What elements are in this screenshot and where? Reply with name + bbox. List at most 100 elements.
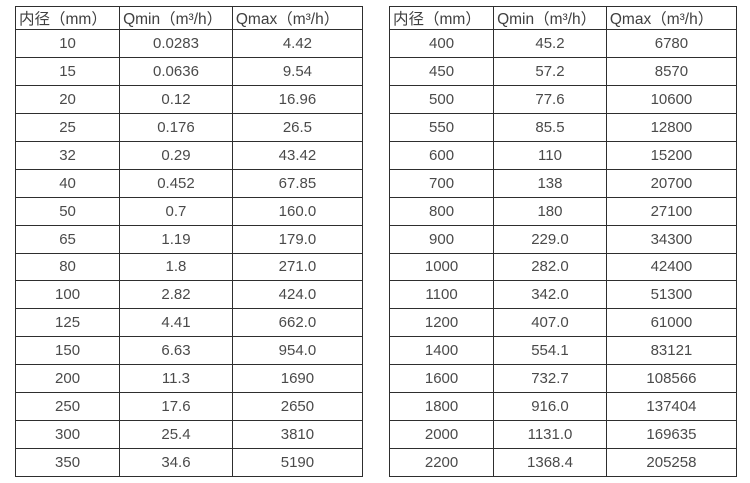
cell-qmin: 1368.4	[493, 448, 607, 477]
table-row: 300 25.4 3810	[14, 420, 364, 450]
column-header-diameter: 内径（mm）	[14, 6, 121, 30]
cell-qmin: 1.19	[119, 224, 233, 254]
cell-qmin: 77.6	[493, 84, 607, 114]
cell-diameter: 25	[14, 112, 121, 142]
cell-diameter: 20	[14, 84, 121, 114]
cell-diameter: 15	[14, 56, 121, 86]
column-header-qmin: Qmin（m³/h）	[119, 6, 233, 30]
cell-qmin: 11.3	[119, 364, 233, 394]
cell-qmax: 662.0	[231, 308, 364, 338]
cell-qmin: 180	[493, 196, 607, 226]
column-header-qmin: Qmin（m³/h）	[493, 6, 607, 30]
cell-diameter: 80	[14, 252, 121, 282]
cell-qmax: 954.0	[231, 336, 364, 366]
table-row: 500 77.6 10600	[388, 84, 738, 114]
table-row: 400 45.2 6780	[388, 29, 738, 58]
cell-qmax: 271.0	[231, 252, 364, 282]
cell-diameter: 125	[14, 308, 121, 338]
cell-diameter: 500	[388, 84, 495, 114]
table-body: 400 45.2 6780 450 57.2 8570 500 77.6 10600 550 85.…	[388, 29, 738, 477]
cell-qmax: 1690	[231, 364, 364, 394]
cell-qmax: 9.54	[231, 56, 364, 86]
table-row: 700 138 20700	[388, 168, 738, 198]
cell-qmax: 83121	[605, 336, 738, 366]
cell-qmax: 27100	[605, 196, 738, 226]
cell-qmax: 179.0	[231, 224, 364, 254]
cell-qmax: 43.42	[231, 140, 364, 170]
cell-qmax: 16.96	[231, 84, 364, 114]
column-header-qmax: Qmax（m³/h）	[231, 6, 364, 30]
cell-qmax: 169635	[605, 420, 738, 450]
cell-qmax: 8570	[605, 56, 738, 86]
table-row: 10 0.0283 4.42	[14, 29, 364, 58]
cell-diameter: 100	[14, 280, 121, 310]
table-row: 1200 407.0 61000	[388, 308, 738, 338]
cell-qmin: 6.63	[119, 336, 233, 366]
cell-qmin: 34.6	[119, 448, 233, 477]
cell-qmax: 61000	[605, 308, 738, 338]
table-row: 2200 1368.4 205258	[388, 448, 738, 477]
cell-diameter: 1200	[388, 308, 495, 338]
cell-qmax: 20700	[605, 168, 738, 198]
cell-diameter: 400	[388, 29, 495, 58]
flow-spec-table-large-diameter: 内径（mm） Qmin（m³/h） Qmax（m³/h） 400 45.2 6780 45…	[388, 6, 738, 477]
table-row: 200 11.3 1690	[14, 364, 364, 394]
cell-diameter: 250	[14, 392, 121, 422]
cell-qmax: 15200	[605, 140, 738, 170]
cell-diameter: 1600	[388, 364, 495, 394]
cell-qmin: 0.0283	[119, 29, 233, 58]
cell-diameter: 1000	[388, 252, 495, 282]
table-row: 350 34.6 5190	[14, 448, 364, 477]
cell-qmax: 2650	[231, 392, 364, 422]
cell-qmax: 5190	[231, 448, 364, 477]
cell-qmin: 732.7	[493, 364, 607, 394]
table-row: 80 1.8 271.0	[14, 252, 364, 282]
cell-diameter: 10	[14, 29, 121, 58]
cell-qmax: 12800	[605, 112, 738, 142]
flow-spec-table-small-diameter: 内径（mm） Qmin（m³/h） Qmax（m³/h） 10 0.0283 4.42 1…	[14, 6, 364, 477]
cell-qmin: 4.41	[119, 308, 233, 338]
cell-qmax: 4.42	[231, 29, 364, 58]
cell-diameter: 1800	[388, 392, 495, 422]
cell-qmin: 45.2	[493, 29, 607, 58]
table-row: 550 85.5 12800	[388, 112, 738, 142]
table-row: 50 0.7 160.0	[14, 196, 364, 226]
cell-qmin: 554.1	[493, 336, 607, 366]
table-row: 1600 732.7 108566	[388, 364, 738, 394]
cell-qmin: 342.0	[493, 280, 607, 310]
cell-qmin: 282.0	[493, 252, 607, 282]
cell-qmin: 0.7	[119, 196, 233, 226]
column-header-diameter: 内径（mm）	[388, 6, 495, 30]
table-row: 内径（mm） Qmin（m³/h） Qmax（m³/h）	[14, 6, 364, 30]
cell-diameter: 65	[14, 224, 121, 254]
cell-qmin: 138	[493, 168, 607, 198]
table-row: 1800 916.0 137404	[388, 392, 738, 422]
cell-diameter: 300	[14, 420, 121, 450]
cell-qmin: 0.29	[119, 140, 233, 170]
cell-qmax: 108566	[605, 364, 738, 394]
cell-diameter: 150	[14, 336, 121, 366]
cell-qmin: 1.8	[119, 252, 233, 282]
table-row: 900 229.0 34300	[388, 224, 738, 254]
cell-diameter: 900	[388, 224, 495, 254]
cell-diameter: 550	[388, 112, 495, 142]
cell-diameter: 1100	[388, 280, 495, 310]
cell-diameter: 800	[388, 196, 495, 226]
cell-diameter: 50	[14, 196, 121, 226]
cell-qmax: 424.0	[231, 280, 364, 310]
cell-diameter: 2200	[388, 448, 495, 477]
table-row: 450 57.2 8570	[388, 56, 738, 86]
cell-diameter: 40	[14, 168, 121, 198]
cell-diameter: 700	[388, 168, 495, 198]
table-row: 32 0.29 43.42	[14, 140, 364, 170]
cell-qmin: 0.12	[119, 84, 233, 114]
table-body: 10 0.0283 4.42 15 0.0636 9.54 20 0.12 16.96 25 0.1…	[14, 29, 364, 477]
cell-qmin: 2.82	[119, 280, 233, 310]
cell-qmin: 17.6	[119, 392, 233, 422]
cell-qmin: 229.0	[493, 224, 607, 254]
cell-qmax: 205258	[605, 448, 738, 477]
cell-qmin: 0.452	[119, 168, 233, 198]
table-row: 40 0.452 67.85	[14, 168, 364, 198]
table-row: 15 0.0636 9.54	[14, 56, 364, 86]
